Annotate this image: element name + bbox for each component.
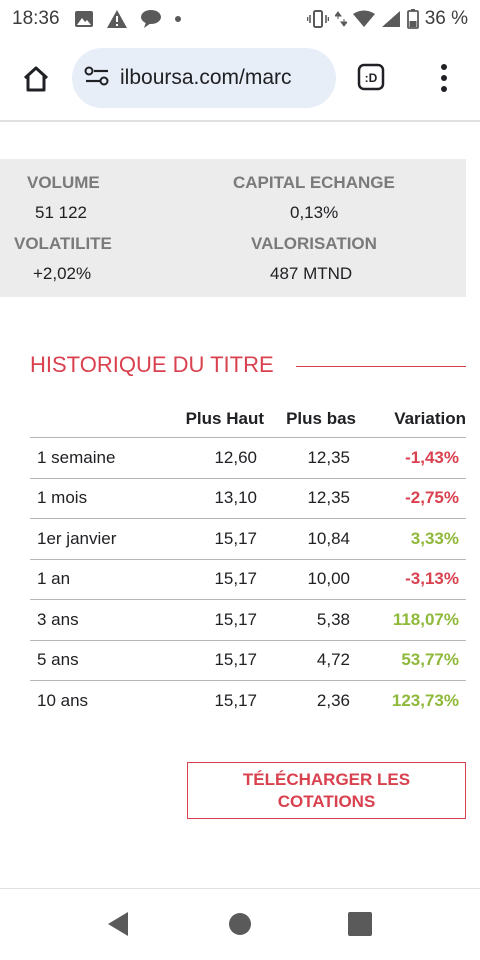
- historique-table: Plus Haut Plus bas Variation 1 semaine 1…: [30, 400, 466, 722]
- image-icon: [74, 10, 94, 28]
- valorisation-value: 487 MTND: [270, 264, 353, 283]
- row-variation: -1,43%: [405, 447, 459, 467]
- data-arrows-icon: [334, 10, 347, 28]
- header-plus-bas: Plus bas: [286, 408, 356, 428]
- site-settings-icon[interactable]: [84, 65, 110, 92]
- row-plus-haut: 13,10: [214, 488, 257, 508]
- table-row: 1 an 15,17 10,00 -3,13%: [30, 560, 466, 600]
- home-nav-icon[interactable]: [229, 913, 251, 935]
- section-title: HISTORIQUE DU TITRE: [30, 352, 274, 377]
- status-time: 18:36: [12, 8, 60, 29]
- reader-mode-button[interactable]: :D: [356, 62, 386, 92]
- dot-icon: [174, 15, 182, 23]
- wifi-icon: [352, 10, 375, 28]
- menu-dot-icon: [441, 64, 447, 70]
- chat-bubble-icon: [140, 9, 162, 29]
- url-text[interactable]: ilboursa.com/marc: [120, 66, 292, 89]
- row-period: 10 ans: [37, 691, 89, 711]
- row-plus-bas: 5,38: [316, 609, 350, 629]
- row-plus-haut: 15,17: [214, 691, 257, 711]
- table-header-row: Plus Haut Plus bas Variation: [30, 400, 466, 438]
- stats-panel: VOLUME 51 122 CAPITAL ECHANGE 0,13% VOLA…: [0, 159, 466, 297]
- row-plus-haut: 15,17: [214, 650, 257, 670]
- table-row: 1 semaine 12,60 12,35 -1,43%: [30, 438, 466, 479]
- row-plus-bas: 10,00: [307, 569, 350, 589]
- download-quotes-button[interactable]: TÉLÉCHARGER LES COTATIONS: [187, 762, 466, 819]
- volatilite-label: VOLATILITE: [14, 234, 112, 253]
- row-plus-bas: 10,84: [307, 528, 350, 548]
- section-title-rule: [296, 366, 466, 367]
- table-row: 1er janvier 15,17 10,84 3,33%: [30, 519, 466, 560]
- menu-dot-icon: [441, 75, 447, 81]
- header-plus-haut: Plus Haut: [185, 408, 264, 428]
- battery-icon: [406, 9, 419, 29]
- menu-dot-icon: [441, 86, 447, 92]
- warning-icon: [106, 9, 128, 29]
- table-row: 1 mois 13,10 12,35 -2,75%: [30, 479, 466, 519]
- recent-apps-icon[interactable]: [348, 912, 372, 936]
- row-plus-bas: 12,35: [307, 447, 350, 467]
- row-plus-bas: 12,35: [307, 488, 350, 508]
- capital-echange-value: 0,13%: [290, 203, 339, 222]
- table-row: 5 ans 15,17 4,72 53,77%: [30, 641, 466, 681]
- capital-echange-label: CAPITAL ECHANGE: [233, 173, 395, 192]
- battery-percent: 36 %: [424, 8, 468, 29]
- signal-icon: [381, 10, 401, 28]
- row-period: 1 semaine: [37, 447, 116, 467]
- home-button[interactable]: [16, 62, 56, 96]
- valorisation-label: VALORISATION: [251, 234, 377, 253]
- row-variation: -2,75%: [405, 488, 459, 508]
- row-variation: -3,13%: [405, 569, 459, 589]
- table-row: 3 ans 15,17 5,38 118,07%: [30, 600, 466, 641]
- row-period: 1 mois: [37, 488, 88, 508]
- row-plus-haut: 15,17: [214, 569, 257, 589]
- notification-icons: [74, 9, 182, 29]
- svg-text::D: :D: [365, 71, 378, 85]
- back-icon[interactable]: [106, 911, 130, 942]
- row-variation: 53,77%: [401, 650, 459, 670]
- reader-mode-icon: :D: [357, 63, 385, 91]
- row-plus-bas: 2,36: [316, 691, 350, 711]
- row-plus-haut: 15,17: [214, 528, 257, 548]
- row-variation: 3,33%: [410, 528, 459, 548]
- system-status-icons: 36 %: [306, 8, 468, 30]
- volume-label: VOLUME: [27, 173, 100, 192]
- toolbar-divider: [0, 120, 480, 122]
- system-nav-bar: [0, 889, 480, 960]
- row-period: 3 ans: [37, 609, 79, 629]
- volume-value: 51 122: [35, 203, 87, 222]
- row-variation: 118,07%: [392, 609, 459, 629]
- row-period: 1er janvier: [37, 528, 117, 548]
- row-period: 5 ans: [37, 650, 79, 670]
- home-icon: [23, 66, 49, 92]
- row-plus-haut: 12,60: [214, 447, 257, 467]
- nav-divider: [0, 888, 480, 889]
- row-plus-haut: 15,17: [214, 609, 257, 629]
- status-bar: 18:36: [0, 0, 480, 38]
- browser-toolbar: ilboursa.com/marc :D: [0, 38, 480, 120]
- row-plus-bas: 4,72: [316, 650, 350, 670]
- table-row: 10 ans 15,17 2,36 123,73%: [30, 681, 466, 722]
- more-menu-button[interactable]: [430, 60, 458, 96]
- volatilite-value: +2,02%: [33, 264, 92, 283]
- row-period: 1 an: [37, 569, 71, 589]
- header-variation: Variation: [394, 408, 466, 428]
- url-bar[interactable]: ilboursa.com/marc: [72, 48, 336, 108]
- row-variation: 123,73%: [391, 691, 459, 711]
- vibrate-icon: [306, 10, 329, 28]
